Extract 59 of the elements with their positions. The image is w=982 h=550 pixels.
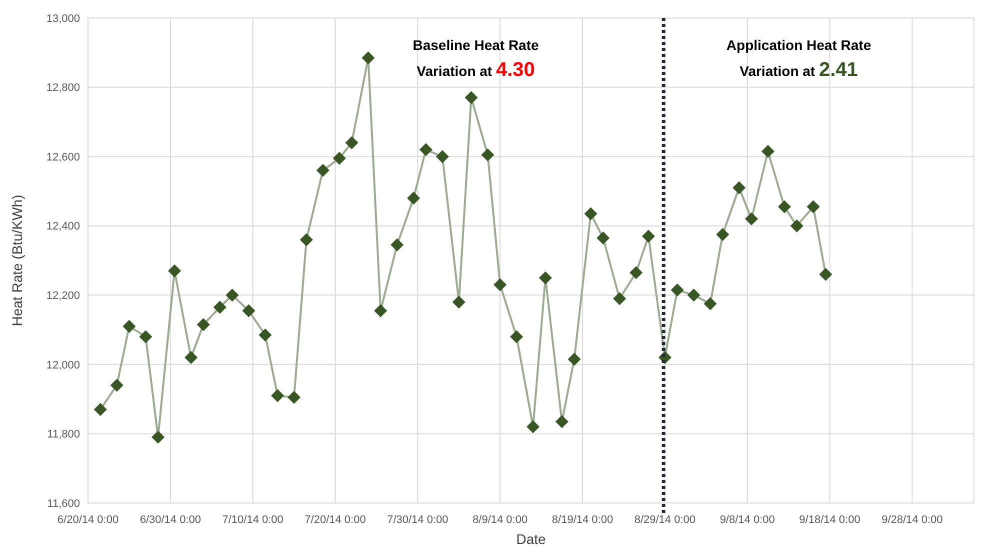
point — [761, 144, 774, 158]
point — [213, 300, 226, 314]
x-tick-label: 8/19/14 0:00 — [552, 514, 614, 526]
x-tick-label: 6/20/14 0:00 — [57, 514, 119, 526]
annotation: Baseline Heat Rate Variation at 4.30 — [412, 37, 540, 81]
y-tick-label: 12,600 — [46, 151, 80, 164]
point — [122, 320, 136, 333]
point — [242, 304, 256, 318]
point — [94, 402, 107, 416]
point — [716, 228, 730, 242]
point — [732, 181, 746, 194]
x-tick-label: 7/30/14 0:00 — [387, 514, 448, 526]
point — [258, 328, 272, 342]
point — [110, 378, 124, 392]
point — [613, 292, 626, 306]
point — [538, 271, 552, 284]
point — [271, 389, 284, 402]
x-tick-label: 9/18/14 0:00 — [799, 514, 860, 526]
y-tick-label: 11,600 — [47, 498, 80, 510]
point — [168, 264, 182, 278]
point — [806, 200, 820, 214]
point — [704, 297, 717, 310]
point — [316, 164, 330, 177]
point — [790, 219, 804, 232]
x-tick-label: 7/10/14 0:00 — [222, 514, 284, 526]
point — [390, 238, 404, 252]
point — [332, 152, 346, 165]
point — [778, 200, 791, 214]
y-tick-label: 13,000 — [46, 12, 80, 25]
x-tick-label: 9/8/14 0:00 — [720, 514, 775, 526]
point — [436, 150, 449, 164]
point — [687, 288, 700, 302]
point — [584, 207, 598, 220]
y-tick-label: 12,200 — [46, 290, 80, 302]
point — [196, 318, 210, 332]
x-tick-label: 8/29/14 0:00 — [634, 514, 696, 526]
point — [345, 136, 358, 150]
x-tick-label: 9/28/14 0:00 — [882, 514, 943, 526]
point — [555, 415, 568, 428]
point — [494, 278, 507, 292]
point — [568, 352, 581, 366]
point — [481, 148, 494, 162]
y-tick-label: 11,800 — [47, 428, 80, 441]
point — [139, 330, 152, 344]
annotation: Application Heat Rate Variation at 2.41 — [726, 37, 872, 81]
x-axis-title: Date — [516, 531, 546, 547]
point — [362, 51, 375, 64]
x-tick-label: 8/9/14 0:00 — [472, 514, 528, 526]
x-tick-label: 7/20/14 0:00 — [304, 514, 366, 526]
point — [464, 91, 478, 104]
x-tick-label: 6/30/14 0:00 — [140, 514, 202, 526]
point — [288, 390, 301, 404]
point — [419, 143, 432, 156]
y-tick-label: 12,400 — [46, 220, 80, 233]
y-axis-title: Heat Rate (Btu/KWh) — [9, 194, 25, 326]
y-tick-label: 12,000 — [46, 359, 80, 372]
point — [642, 230, 655, 243]
point — [510, 330, 524, 344]
y-tick-label: 12,800 — [46, 82, 80, 94]
